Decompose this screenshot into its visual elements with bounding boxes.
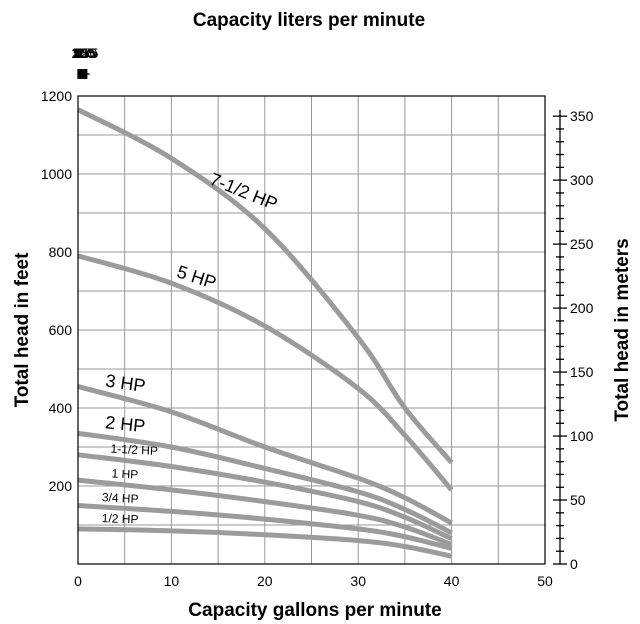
plot-frame — [77, 95, 546, 565]
right-tick-label: 350 — [570, 108, 594, 124]
right-tick-label: 0 — [570, 556, 578, 572]
y-axis-title-left: Total head in feet — [12, 252, 33, 408]
right-tick-label: 250 — [570, 236, 594, 252]
y-tick-label: 1000 — [41, 166, 72, 182]
top-axis-title: Capacity liters per minute — [193, 10, 425, 31]
curve-1-2-hp — [77, 526, 453, 559]
top-tick-label: 175 — [75, 45, 99, 61]
x-tick-label: 0 — [74, 573, 82, 589]
axes — [77, 69, 567, 565]
curve-1-hp — [77, 477, 453, 547]
x-tick-label: 50 — [537, 573, 553, 589]
curves — [76, 107, 454, 559]
x-tick-label: 20 — [257, 573, 273, 589]
top-tick-label: 125 — [73, 45, 97, 61]
curve-3-hp — [77, 384, 453, 526]
curve-7-1-2-hp — [76, 107, 454, 465]
right-tick-label: 150 — [570, 364, 594, 380]
top-tick-label: 0 — [74, 45, 82, 61]
x-tick-label: 10 — [164, 573, 180, 589]
x-tick-label: 30 — [350, 573, 366, 589]
curve-1-1-2-hp — [77, 452, 453, 541]
y-tick-label: 400 — [49, 400, 73, 416]
y-tick-label: 600 — [49, 322, 73, 338]
curve-label-2-hp: 2 HP — [104, 412, 146, 436]
x-tick-label: 40 — [444, 573, 460, 589]
right-tick-label: 50 — [570, 492, 586, 508]
y-tick-label: 1200 — [41, 88, 72, 104]
top-tick-label: 25 — [71, 45, 87, 61]
curve-label-1-1-2-hp: 1-1/2 HP — [110, 442, 158, 458]
curve-label-3-hp: 3 HP — [104, 371, 146, 396]
x-axis-title: Capacity gallons per minute — [188, 600, 441, 621]
top-tick-label: 150 — [74, 45, 98, 61]
y-axis-title-right: Total head in meters — [612, 238, 633, 421]
y-tick-label: 800 — [49, 244, 73, 260]
curve-label-1-2-hp: 1/2 HP — [102, 511, 139, 526]
y-tick-label: 200 — [49, 478, 73, 494]
curve-label-1-hp: 1 HP — [111, 466, 138, 481]
top-tick-label: 50 — [73, 45, 89, 61]
right-tick-label: 200 — [570, 300, 594, 316]
curve-label-3-4-hp: 3/4 HP — [102, 490, 139, 506]
top-tick-label: 75 — [74, 45, 90, 61]
curve-3-4-hp — [77, 503, 453, 551]
curve-2-hp — [77, 430, 453, 536]
top-tick-label: 100 — [71, 45, 95, 61]
right-tick-label: 100 — [570, 428, 594, 444]
right-tick-label: 300 — [570, 172, 594, 188]
curve-5-hp — [77, 253, 454, 492]
